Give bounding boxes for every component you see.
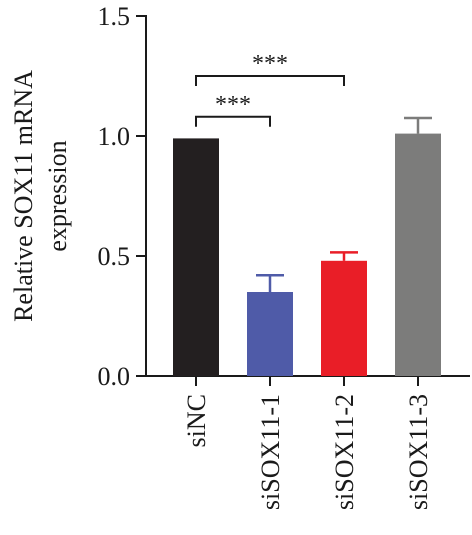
y-axis-label: Relative SOX11 mRNA expression — [9, 70, 72, 322]
bar — [395, 133, 441, 376]
y-axis-label-line: Relative SOX11 mRNA — [9, 70, 38, 322]
x-axis: siNC siSOX11-1 siSOX11-2 siSOX11-3 — [145, 375, 470, 510]
significance-label: *** — [215, 92, 251, 118]
bar — [321, 260, 367, 376]
x-tick-label: siNC — [182, 394, 211, 447]
y-tick-label: 0.5 — [98, 242, 131, 271]
x-tick-label: siSOX11-1 — [256, 394, 285, 510]
y-axis-label-line: expression — [43, 140, 72, 251]
bar — [247, 292, 293, 376]
significance-bracket — [195, 75, 345, 86]
significance-brackets: ****** — [195, 51, 345, 127]
y-tick-label: 1.0 — [98, 122, 131, 151]
y-tick-label: 1.5 — [98, 2, 131, 31]
significance-label: *** — [252, 51, 288, 77]
x-tick-label: siSOX11-3 — [404, 394, 433, 510]
bar — [173, 138, 219, 376]
error-bars — [256, 116, 432, 292]
significance-bracket — [195, 115, 271, 127]
y-tick-label: 0.0 — [98, 362, 131, 391]
x-tick-label: siSOX11-2 — [330, 394, 359, 510]
bars — [173, 133, 441, 376]
y-axis: 0.0 0.5 1.0 1.5 — [98, 2, 147, 391]
